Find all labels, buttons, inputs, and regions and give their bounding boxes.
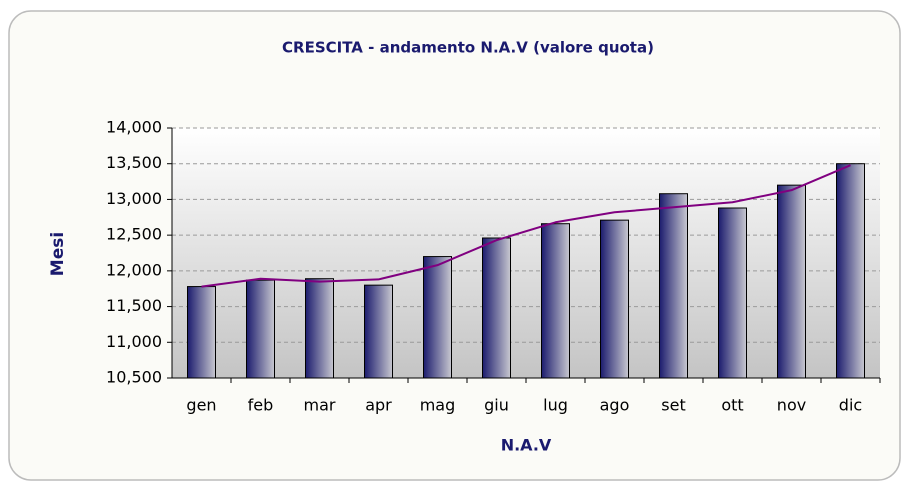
x-tick-label: ott — [721, 396, 743, 415]
y-tick-label: 11,000 — [106, 332, 162, 351]
y-tick-label: 12,500 — [106, 225, 162, 244]
y-tick-label: 10,500 — [106, 368, 162, 387]
y-tick-label: 14,000 — [106, 118, 162, 137]
plot-area — [172, 128, 880, 378]
x-tick-label: mag — [420, 396, 456, 415]
x-tick-label: mar — [304, 396, 336, 415]
x-tick-label: nov — [777, 396, 806, 415]
x-tick-label: gen — [186, 396, 216, 415]
x-tick-label: lug — [543, 396, 568, 415]
bar — [305, 278, 334, 379]
bar — [423, 256, 452, 379]
trend-line — [201, 164, 851, 288]
y-tick-label: 13,000 — [106, 189, 162, 208]
chart-title: CRESCITA - andamento N.A.V (valore quota… — [282, 39, 654, 57]
x-tick-label: dic — [839, 396, 862, 415]
bar — [836, 163, 865, 379]
y-tick-label: 11,500 — [106, 296, 162, 315]
bar — [777, 184, 806, 379]
bar — [541, 223, 570, 379]
bar — [364, 284, 393, 379]
bar — [718, 207, 747, 379]
bar — [246, 279, 275, 379]
x-tick-label: feb — [248, 396, 274, 415]
y-axis-label: Mesi — [48, 232, 68, 276]
x-tick-label: ago — [600, 396, 630, 415]
x-axis-label: N.A.V — [501, 436, 552, 455]
bar — [600, 219, 629, 379]
x-tick-label: giu — [484, 396, 509, 415]
bar — [482, 237, 511, 379]
bar — [187, 286, 216, 379]
x-tick-label: apr — [365, 396, 392, 415]
bar — [659, 193, 688, 379]
y-tick-label: 12,000 — [106, 260, 162, 279]
x-tick-label: set — [661, 396, 685, 415]
y-tick-label: 13,500 — [106, 153, 162, 172]
